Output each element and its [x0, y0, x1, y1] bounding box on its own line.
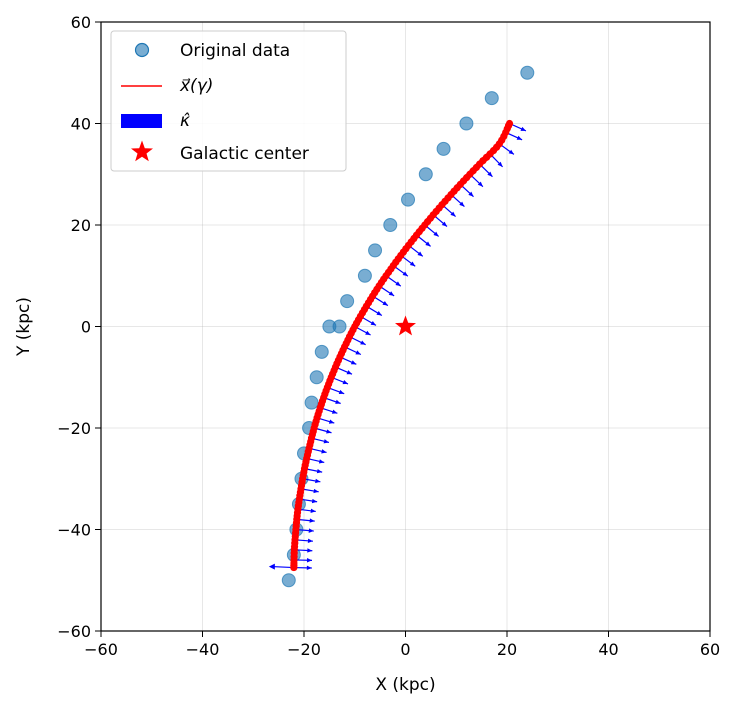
- kappa-arrow-head: [306, 558, 313, 563]
- x-tick-label: 40: [598, 640, 618, 659]
- curve-point: [505, 119, 514, 128]
- kappa-arrow-head: [308, 528, 314, 533]
- plot-area: [268, 65, 535, 588]
- kappa-arrow-head: [338, 389, 345, 395]
- legend-label-kappa: κ̂: [180, 111, 190, 131]
- kappa-arrow-head: [307, 538, 313, 543]
- kappa-arrow-head: [307, 548, 313, 553]
- kappa-arrow-head: [335, 399, 341, 404]
- kappa-arrow-head: [313, 488, 319, 494]
- kappa-arrow-head: [306, 565, 312, 571]
- kappa-arrow-head: [342, 380, 348, 385]
- kappa-arrow-head: [310, 508, 316, 513]
- data-point: [314, 344, 329, 359]
- data-point: [357, 268, 372, 283]
- data-point: [383, 218, 398, 232]
- y-tick-label: −60: [57, 622, 91, 641]
- legend-label-original-data: Original data: [180, 41, 290, 61]
- kappa-arrow-head: [346, 370, 353, 375]
- kappa-arrow-head: [425, 241, 431, 247]
- x-axis-label: X (kpc): [375, 675, 435, 695]
- data-point: [332, 319, 347, 334]
- legend-marker-kappa: [121, 114, 162, 128]
- data-point: [401, 192, 416, 207]
- ticks: −60 −40 −20 0 20 40 60 −60 −40 −20 0 20 40 60: [57, 13, 720, 659]
- y-tick-label: 0: [81, 318, 91, 337]
- kappa-arrow-head: [331, 409, 338, 414]
- data-point: [520, 65, 535, 80]
- kappa-arrow-head: [402, 271, 408, 277]
- kappa-arrow: [271, 565, 294, 569]
- data-point: [459, 116, 474, 131]
- data-point: [368, 243, 383, 258]
- kappa-arrow-head: [365, 330, 371, 336]
- data-point: [418, 167, 433, 182]
- kappa-arrow-head: [497, 161, 503, 167]
- y-tick-label: 60: [71, 13, 91, 32]
- kappa-arrow-head: [468, 191, 474, 197]
- legend-box: [110, 30, 347, 172]
- kappa-arrow-head: [360, 340, 366, 345]
- x-tick-label: 60: [700, 640, 720, 659]
- kappa-arrow-head: [268, 563, 275, 570]
- x-tick-label: 20: [497, 640, 517, 659]
- kappa-arrow-head: [350, 360, 357, 365]
- x-tick-label: −40: [186, 640, 220, 659]
- kappa-arrow-head: [355, 350, 361, 355]
- kappa-arrow-head: [321, 449, 327, 454]
- y-tick-label: 40: [71, 115, 91, 134]
- data-point: [309, 370, 324, 385]
- data-point: [484, 91, 499, 106]
- kappa-arrow-head: [417, 251, 423, 257]
- kappa-arrow-head: [388, 291, 395, 296]
- kappa-arrow-head: [328, 419, 335, 424]
- kappa-arrow-head: [376, 311, 382, 316]
- kappa-arrow-head: [323, 439, 329, 444]
- legend-marker-original-data: [134, 42, 150, 58]
- kappa-arrow-head: [433, 231, 439, 237]
- data-point: [340, 294, 355, 309]
- kappa-arrow-head: [370, 320, 377, 326]
- kappa-arrow-head: [382, 301, 388, 306]
- x-tick-label: −60: [84, 640, 118, 659]
- data-point: [281, 573, 296, 588]
- y-axis-label: Y (kpc): [14, 297, 34, 357]
- kappa-arrow-head: [309, 518, 315, 523]
- legend-label-galactic-center: Galactic center: [180, 144, 309, 164]
- data-point: [304, 395, 319, 410]
- legend: Original data x⃗(γ) κ̂ Galactic center: [110, 30, 347, 172]
- data-point: [436, 141, 451, 156]
- kappa-arrow-head: [450, 211, 456, 217]
- legend-marker-galactic-center: [131, 140, 153, 162]
- kappa-arrow-head: [315, 478, 321, 484]
- x-tick-label: −20: [287, 640, 321, 659]
- kappa-arrow-head: [459, 201, 465, 207]
- y-tick-label: 20: [71, 216, 91, 235]
- kappa-arrow-head: [318, 459, 325, 464]
- kappa-arrow-head: [409, 261, 416, 267]
- kappa-arrow-head: [477, 181, 483, 187]
- y-tick-label: −40: [57, 521, 91, 540]
- kappa-arrow-head: [326, 429, 332, 434]
- kappa-arrow-head: [311, 498, 318, 504]
- galactic-center-star: [395, 315, 416, 336]
- kappa-arrow-head: [516, 135, 523, 140]
- kappa-arrow-head: [316, 468, 323, 474]
- kappa-arrow-head: [520, 126, 526, 131]
- legend-label-curve: x⃗(γ): [179, 76, 213, 96]
- x-tick-label: 0: [400, 640, 410, 659]
- kappa-arrow-head: [487, 171, 493, 177]
- kappa-arrow-head: [508, 149, 514, 155]
- curve-line: [290, 120, 513, 571]
- kappa-arrow-head: [441, 221, 448, 227]
- y-tick-label: −20: [57, 419, 91, 438]
- kappa-arrow-head: [395, 281, 401, 287]
